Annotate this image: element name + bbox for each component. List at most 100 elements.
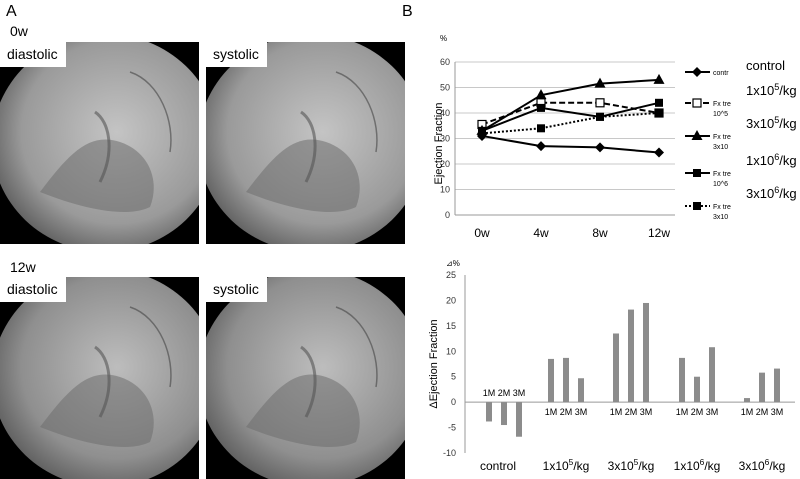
legend-marker [691, 130, 703, 140]
legend-label: 1x106/kg [746, 152, 797, 168]
unit-label: % [440, 34, 447, 43]
series-4-point [478, 129, 486, 138]
legend-entry-0: contr control [685, 58, 785, 77]
bar-2-1 [628, 309, 634, 403]
legend-label: 3x106/kg [746, 185, 797, 201]
bar-0-0 [486, 402, 492, 422]
group-label: 1x105/kg [543, 457, 590, 473]
series-3-point [655, 98, 663, 107]
x-tick-label: 12w [648, 226, 670, 240]
legend-series-sub: 10^5 [713, 111, 728, 118]
bar-1-1 [563, 357, 569, 403]
legend-series-sub: 3x10 [713, 144, 728, 151]
series-2-point [653, 73, 665, 84]
bar-label: 2M [691, 407, 704, 417]
series-1-point [595, 98, 605, 108]
legend-entry-3: Fx tre 10^6 1x106/kg [685, 152, 797, 188]
frame-label-systolic: systolic [206, 42, 267, 67]
legend-series-sub: 10^6 [713, 181, 728, 188]
bar-4-0 [744, 398, 750, 403]
bar-4-2 [774, 368, 780, 403]
series-2-point [535, 89, 547, 100]
bar-1-2 [578, 378, 584, 403]
series-3-point [537, 103, 545, 112]
y-tick-label: 50 [440, 83, 450, 93]
series-4-point [596, 112, 604, 121]
bar-4-1 [759, 372, 765, 403]
y-tick-label: 20 [440, 159, 450, 169]
y-tick-label: 10 [440, 185, 450, 195]
legend-marker [692, 67, 702, 77]
legend-series-name: contr [713, 70, 729, 77]
bar-label: 3M [640, 407, 653, 417]
bar-3-2 [709, 347, 715, 403]
series-line-3 [481, 101, 660, 132]
bar-2-0 [613, 333, 619, 403]
angiogram-frame-12w-diastolic: diastolic [0, 277, 199, 479]
series-2-point [594, 77, 606, 88]
bar-label: 2M [498, 388, 511, 398]
bar-2-2 [643, 302, 649, 403]
panel-a-letter: A [6, 3, 17, 20]
bar-label: 3M [575, 407, 588, 417]
y-axis-label: Ejection Fraction [433, 103, 445, 185]
group-label: 3x106/kg [739, 457, 786, 473]
y-tick-label: -5 [448, 423, 456, 433]
legend-marker [692, 98, 702, 108]
legend-entry-1: Fx tre 10^5 1x105/kg [685, 82, 797, 118]
series-0-point [536, 141, 546, 152]
bar-3-1 [694, 376, 700, 403]
group-label: 3x105/kg [608, 457, 655, 473]
frame-label-diastolic: diastolic [0, 42, 66, 67]
y-tick-label: 0 [445, 210, 450, 220]
bar-label: 1M [676, 407, 689, 417]
bar-0-2 [516, 402, 522, 437]
legend-series-name: Fx tre [713, 171, 731, 178]
y-tick-label: 10 [446, 346, 456, 356]
legend-entry-2: Fx tre 3x10 3x105/kg [685, 115, 797, 151]
y-tick-label: -10 [443, 448, 456, 458]
angiogram-xray-image [0, 277, 199, 479]
series-line-2 [481, 78, 660, 132]
angiogram-xray-image [206, 277, 405, 479]
angiogram-frame-12w-systolic: systolic [206, 277, 405, 479]
bar-label: 2M [625, 407, 638, 417]
legend-series-name: Fx tre [713, 204, 731, 211]
frame-label-systolic: systolic [206, 277, 267, 302]
x-tick-label: 8w [592, 226, 608, 240]
series-0-point [595, 142, 605, 153]
y-tick-label: 20 [446, 295, 456, 305]
series-line-4 [481, 112, 660, 135]
bar-0-1 [501, 402, 507, 426]
unit-label: ⊿% [446, 260, 460, 268]
bar-label: 2M [756, 407, 769, 417]
group-label: control [480, 459, 516, 473]
frame-label-diastolic: diastolic [0, 277, 66, 302]
legend-label: control [746, 58, 785, 73]
y-tick-label: 5 [451, 372, 456, 382]
bar-label: 2M [560, 407, 573, 417]
series-4-point [655, 109, 663, 117]
bar-label: 1M [545, 407, 558, 417]
series-4-point [537, 124, 545, 133]
group-label: 1x106/kg [674, 457, 721, 473]
series-line-0 [481, 134, 660, 154]
bar-3-0 [679, 357, 685, 403]
bar-label: 3M [706, 407, 719, 417]
bar-label: 1M [741, 407, 754, 417]
x-tick-label: 4w [533, 226, 549, 240]
angiogram-xray-image [206, 42, 405, 244]
bar-label: 3M [771, 407, 784, 417]
row-label-12w: 12w [10, 259, 36, 275]
row-label-0w: 0w [10, 23, 28, 39]
bar-label: 1M [483, 388, 496, 398]
y-tick-label: 0 [451, 397, 456, 407]
angiogram-xray-image [0, 42, 199, 244]
legend-series-name: Fx tre [713, 134, 731, 141]
y-tick-label: 15 [446, 321, 456, 331]
angiogram-frame-0w-diastolic: diastolic [0, 42, 199, 244]
series-0-point [654, 147, 664, 158]
y-axis-label: ΔEjection Fraction [428, 319, 440, 408]
legend-marker [693, 202, 701, 210]
legend-label: 3x105/kg [746, 115, 797, 131]
